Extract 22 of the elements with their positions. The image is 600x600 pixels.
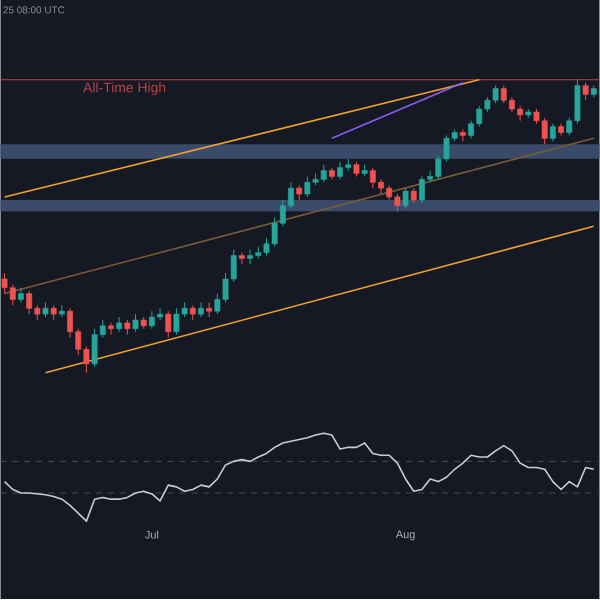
candlestick [165, 311, 172, 339]
candlestick [476, 106, 483, 128]
candlestick [91, 328, 98, 368]
candlestick [148, 311, 155, 330]
candlestick [1, 273, 8, 295]
candlestick [173, 308, 180, 336]
candlestick [157, 308, 163, 321]
candlestick [26, 290, 33, 316]
candlestick [459, 129, 466, 143]
candlestick [9, 284, 16, 307]
candlestick [517, 106, 524, 122]
candlestick [541, 117, 548, 146]
candlestick [419, 176, 425, 204]
candlestick [238, 252, 245, 266]
candlestick [304, 176, 311, 198]
candlestick [402, 188, 409, 210]
candlestick [108, 322, 114, 336]
candlestick [198, 302, 204, 319]
candlestick [574, 79, 581, 125]
candlestick [58, 305, 65, 319]
candlestick [369, 167, 376, 190]
candlestick [18, 287, 24, 304]
